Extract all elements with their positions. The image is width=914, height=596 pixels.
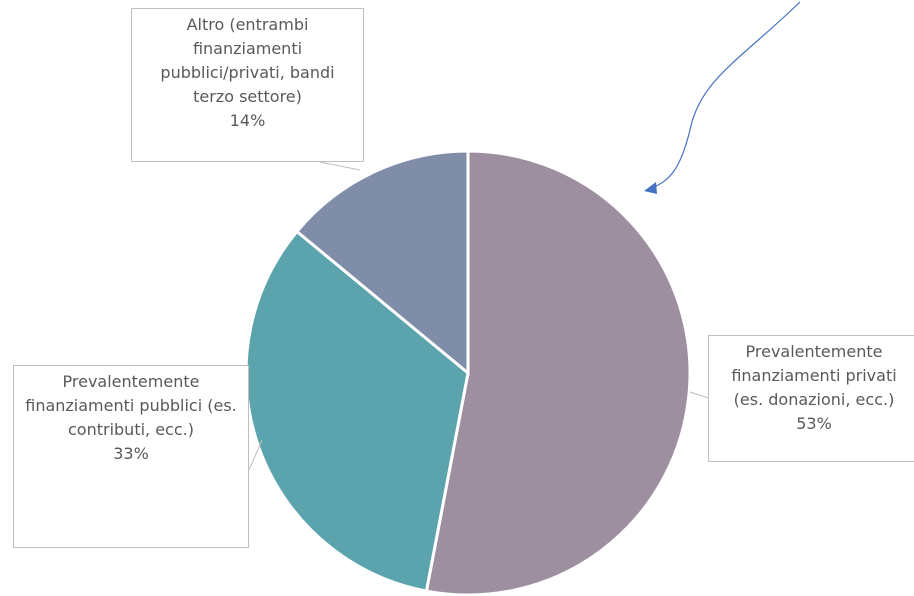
category-label: Altro (entrambi finanziamenti pubblici/p… <box>160 15 335 106</box>
pie-slice <box>244 229 470 593</box>
callout-tail <box>248 439 263 471</box>
callout-tail <box>689 391 709 399</box>
arrow-head <box>644 182 657 194</box>
callout-tail <box>319 161 361 171</box>
pie-slice <box>424 149 692 596</box>
category-label: Prevalentemente finanziamenti privati (e… <box>731 342 897 409</box>
arrow <box>651 1 801 189</box>
percent-label: 53% <box>796 414 832 433</box>
category-label: Prevalentemente finanziamenti pubblici (… <box>25 372 237 439</box>
percent-label: 33% <box>113 444 149 463</box>
pie-slice <box>294 149 470 377</box>
data-label: Prevalentemente finanziamenti privati (e… <box>708 335 914 462</box>
data-label: Prevalentemente finanziamenti pubblici (… <box>13 365 249 548</box>
data-label: Altro (entrambi finanziamenti pubblici/p… <box>131 8 364 162</box>
percent-label: 14% <box>229 111 266 130</box>
